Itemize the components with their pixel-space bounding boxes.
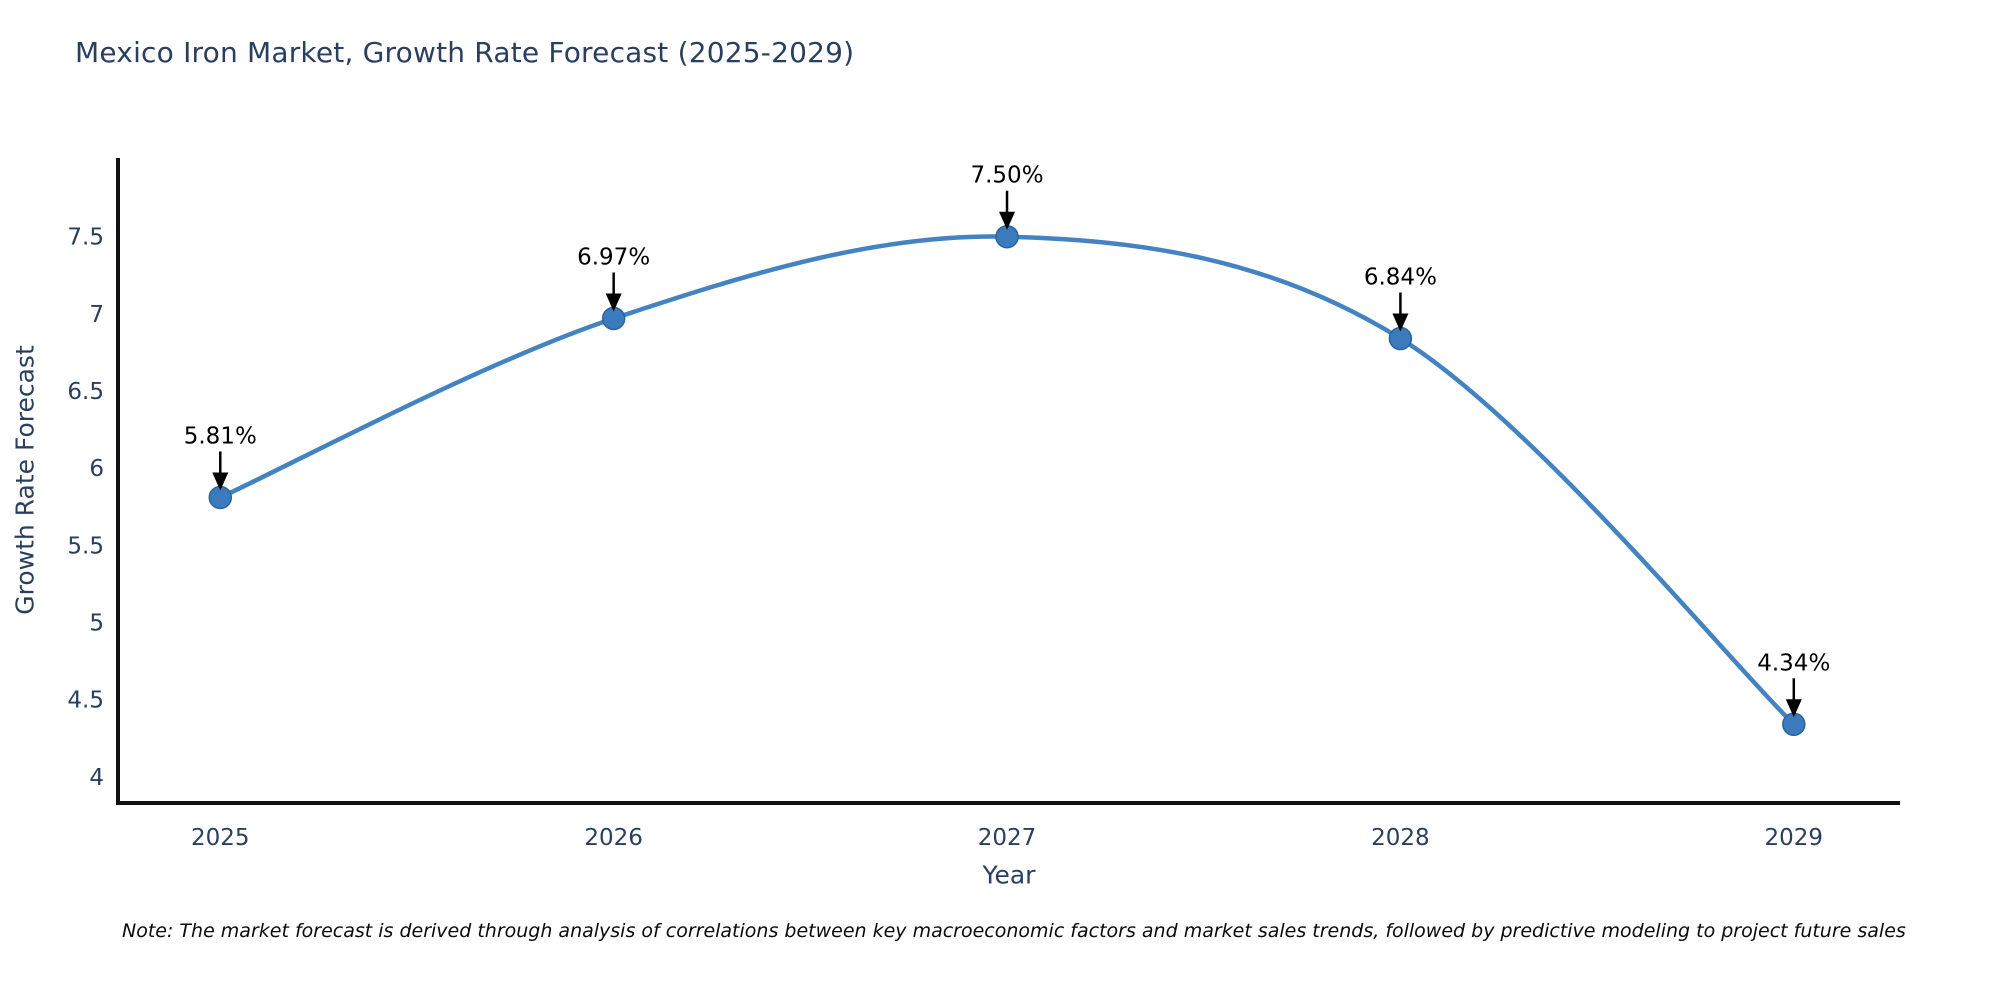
x-tick-label: 2027 bbox=[978, 825, 1037, 851]
y-tick-label: 7.5 bbox=[67, 225, 104, 251]
y-tick-label: 4.5 bbox=[67, 688, 104, 714]
x-axis-title: Year bbox=[982, 860, 1036, 890]
x-tick-label: 2028 bbox=[1371, 825, 1430, 851]
data-point-label: 7.50% bbox=[970, 163, 1043, 189]
y-tick-label: 6 bbox=[89, 456, 104, 482]
data-point-label: 4.34% bbox=[1757, 650, 1830, 676]
y-tick-label: 4 bbox=[89, 765, 104, 791]
footnote: Note: The market forecast is derived thr… bbox=[122, 920, 1906, 942]
chart-title: Mexico Iron Market, Growth Rate Forecast… bbox=[75, 36, 855, 69]
data-point-label: 5.81% bbox=[184, 423, 257, 449]
annotation-arrowhead bbox=[605, 293, 622, 312]
annotation-arrowhead bbox=[1392, 313, 1409, 332]
y-tick-label: 5 bbox=[89, 610, 104, 636]
axis-lines bbox=[116, 158, 1900, 805]
y-tick-label: 6.5 bbox=[67, 379, 104, 405]
y-tick-label: 7 bbox=[89, 302, 104, 328]
data-point-label: 6.97% bbox=[577, 244, 650, 270]
x-tick-label: 2029 bbox=[1765, 825, 1824, 851]
annotation-arrowhead bbox=[1785, 699, 1802, 718]
annotation-arrowhead bbox=[999, 211, 1016, 230]
x-tick-label: 2026 bbox=[584, 825, 643, 851]
annotation-arrowhead bbox=[212, 472, 229, 491]
forecast-line bbox=[218, 234, 1797, 727]
y-tick-label: 5.5 bbox=[67, 533, 104, 559]
x-tick-label: 2025 bbox=[191, 825, 250, 851]
data-point-label: 6.84% bbox=[1364, 265, 1437, 291]
